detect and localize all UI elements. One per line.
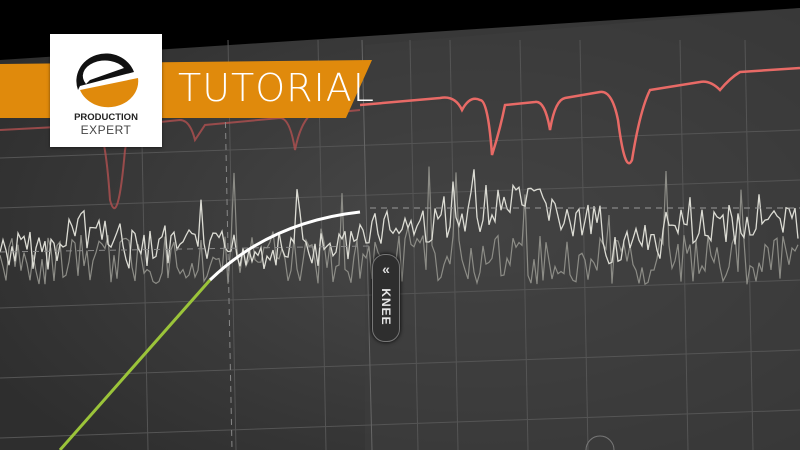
transfer-curve-above-threshold — [208, 210, 361, 282]
divider — [361, 39, 373, 450]
logo-e-icon — [76, 53, 139, 108]
double-chevron-left-icon: « — [382, 261, 390, 277]
production-expert-logo: PRODUCTION EXPERT — [50, 34, 162, 147]
gain-reduction-trace-faded — [0, 109, 361, 210]
output-waveform — [0, 169, 799, 270]
gain-reduction-trace — [359, 66, 800, 165]
threshold-line-left — [0, 245, 371, 253]
tutorial-label: TUTORIAL — [178, 66, 375, 110]
knee-marker — [224, 99, 233, 450]
right-panel — [365, 8, 800, 450]
transfer-curve-below-threshold — [58, 279, 212, 450]
knee-button[interactable]: « KNEE — [372, 254, 400, 342]
input-waveform — [0, 166, 799, 286]
handle-icon — [585, 435, 615, 450]
